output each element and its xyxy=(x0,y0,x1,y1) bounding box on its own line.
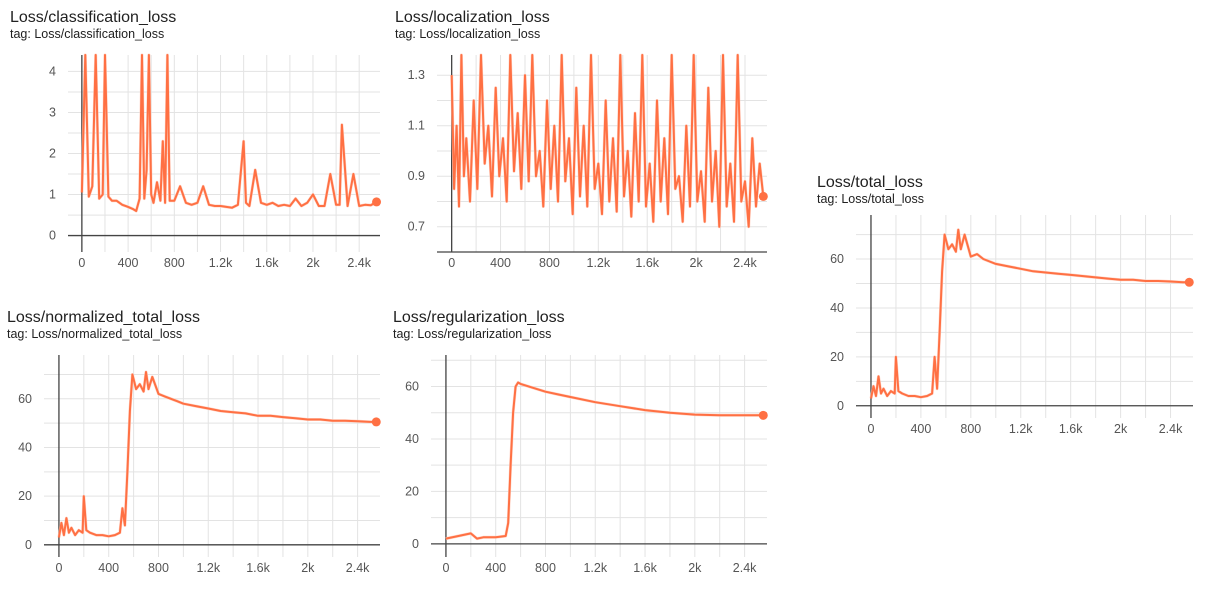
chart-tag: tag: Loss/total_loss xyxy=(817,192,925,206)
y-tick-label: 0.9 xyxy=(408,169,425,183)
series-end-point xyxy=(1184,277,1194,287)
y-tick-label: 20 xyxy=(18,489,32,503)
x-tick-label: 1.2k xyxy=(196,561,220,575)
chart-card-regularization: Loss/regularization_loss tag: Loss/regul… xyxy=(385,300,775,597)
series-line xyxy=(870,228,1190,399)
y-tick-label: 60 xyxy=(405,379,419,393)
y-tick-label: 40 xyxy=(830,301,844,315)
gridlines xyxy=(44,355,380,557)
y-tick-label: 20 xyxy=(830,350,844,364)
series-line xyxy=(450,54,765,228)
gridlines xyxy=(856,215,1193,418)
x-tick-label: 800 xyxy=(164,256,185,270)
chart-plot-total: 0 20 40 60 0 400 800 1.2k 1.6k 2k 2.4k xyxy=(830,215,1194,436)
x-tick-label: 1.6k xyxy=(633,561,657,575)
chart-title: Loss/regularization_loss xyxy=(393,309,565,326)
x-tick-label: 2.4k xyxy=(1159,422,1183,436)
chart-title: Loss/normalized_total_loss xyxy=(7,309,200,326)
x-tick-label: 400 xyxy=(490,256,511,270)
chart-plot-normalized: 0 20 40 60 0 400 800 1.2k 1.6k 2k 2.4k xyxy=(18,355,381,575)
y-tick-label: 0 xyxy=(412,537,419,551)
x-tick-label: 0 xyxy=(868,422,875,436)
y-tick-label: 40 xyxy=(405,432,419,446)
chart-title: Loss/localization_loss xyxy=(395,9,550,26)
x-tick-label: 2.4k xyxy=(733,561,757,575)
x-tick-label: 1.6k xyxy=(1059,422,1083,436)
y-tick-label: 1.3 xyxy=(408,68,425,82)
y-tick-label: 40 xyxy=(18,440,32,454)
chart-plot-regularization: 0 20 40 60 0 400 800 1.2k 1.6k 2k 2.4k xyxy=(405,355,768,575)
series-end-point xyxy=(758,191,768,201)
y-tick-label: 60 xyxy=(18,392,32,406)
x-tick-label: 2.4k xyxy=(347,256,371,270)
chart-tag: tag: Loss/regularization_loss xyxy=(393,327,552,341)
y-tick-label: 0 xyxy=(25,538,32,552)
x-tick-label: 400 xyxy=(485,561,506,575)
x-tick-label: 2.4k xyxy=(346,561,370,575)
y-tick-label: 1.1 xyxy=(408,119,425,133)
x-tick-label: 800 xyxy=(960,422,981,436)
x-tick-label: 1.6k xyxy=(255,256,279,270)
x-tick-label: 1.2k xyxy=(583,561,607,575)
chart-card-total: Loss/total_loss tag: Loss/total_loss 0 20… xyxy=(810,170,1206,460)
chart-title: Loss/classification_loss xyxy=(10,9,177,26)
chart-tag: tag: Loss/localization_loss xyxy=(395,27,541,41)
series-end-point xyxy=(372,197,382,207)
x-tick-label: 0 xyxy=(442,561,449,575)
chart-plot-localization: 0.7 0.9 1.1 1.3 0 400 800 1.2k 1.6k 2k 2.4k xyxy=(408,53,768,270)
gridlines xyxy=(431,355,767,557)
x-tick-label: 2k xyxy=(306,256,320,270)
x-tick-label: 1.2k xyxy=(587,256,611,270)
x-tick-label: 2k xyxy=(1114,422,1128,436)
x-tick-label: 800 xyxy=(539,256,560,270)
series-line-raw xyxy=(57,370,377,538)
y-tick-label: 0 xyxy=(49,229,56,243)
y-tick-label: 2 xyxy=(49,147,56,161)
chart-tag: tag: Loss/classification_loss xyxy=(10,27,165,41)
x-tick-label: 400 xyxy=(98,561,119,575)
x-tick-label: 400 xyxy=(118,256,139,270)
y-tick-label: 0 xyxy=(837,399,844,413)
chart-card-normalized: Loss/normalized_total_loss tag: Loss/nor… xyxy=(0,300,390,597)
series-line xyxy=(80,54,378,212)
chart-tag: tag: Loss/normalized_total_loss xyxy=(7,327,183,341)
y-tick-label: 3 xyxy=(49,105,56,119)
x-tick-label: 2k xyxy=(690,256,704,270)
x-tick-label: 1.2k xyxy=(1009,422,1033,436)
y-tick-label: 20 xyxy=(405,484,419,498)
chart-plot-classification: 0 1 2 3 4 0 400 800 1.2k 1.6k 2k 2.4k xyxy=(49,53,382,270)
x-tick-label: 2.4k xyxy=(733,256,757,270)
x-tick-label: 2k xyxy=(301,561,315,575)
x-tick-label: 0 xyxy=(448,256,455,270)
chart-card-localization: Loss/localization_loss tag: Loss/localiz… xyxy=(390,0,775,290)
x-tick-label: 0 xyxy=(55,561,62,575)
series-line-raw xyxy=(445,381,764,541)
x-tick-label: 800 xyxy=(148,561,169,575)
series-line xyxy=(57,371,377,538)
x-tick-label: 1.6k xyxy=(635,256,659,270)
y-tick-label: 1 xyxy=(49,188,56,202)
chart-card-classification: Loss/classification_loss tag: Loss/class… xyxy=(0,0,390,290)
x-tick-label: 800 xyxy=(535,561,556,575)
x-tick-label: 1.2k xyxy=(209,256,233,270)
x-tick-label: 1.6k xyxy=(246,561,270,575)
series-end-point xyxy=(758,410,768,420)
y-tick-label: 4 xyxy=(49,64,56,78)
gridlines xyxy=(68,55,380,252)
x-tick-label: 0 xyxy=(78,256,85,270)
series-line xyxy=(445,381,764,540)
series-end-point xyxy=(371,417,381,427)
series-line-raw xyxy=(869,228,1190,399)
y-tick-label: 0.7 xyxy=(408,220,425,234)
x-tick-label: 400 xyxy=(910,422,931,436)
y-tick-label: 60 xyxy=(830,252,844,266)
x-tick-label: 2k xyxy=(688,561,702,575)
chart-title: Loss/total_loss xyxy=(817,174,923,191)
